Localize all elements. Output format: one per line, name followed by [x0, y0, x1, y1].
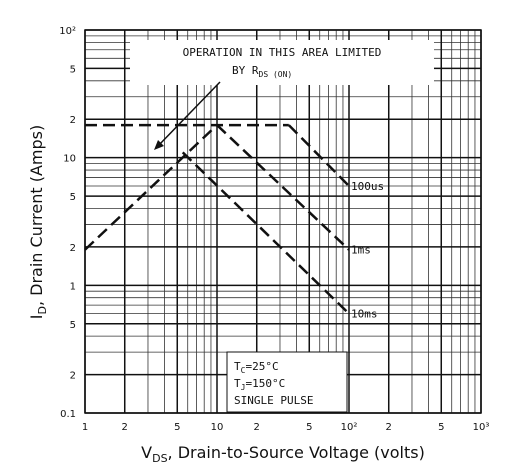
annotation-arrow — [157, 81, 221, 147]
arrow-head — [154, 140, 164, 150]
y-tick-label: 1 — [70, 281, 76, 292]
cond-text: =150°C — [245, 377, 285, 390]
x-tick-label: 10 — [211, 422, 224, 433]
series-label: 100us — [351, 180, 384, 193]
y-tick-label: 10 — [63, 154, 76, 165]
x-axis-label: VDS, Drain-to-Source Voltage (volts) — [141, 443, 425, 465]
x-tick-label: 10³ — [473, 422, 490, 433]
cond-sub: C — [241, 366, 246, 375]
annotation-box — [130, 40, 434, 85]
condition: SINGLE PULSE — [234, 394, 313, 407]
x-tick-label: 1 — [82, 422, 88, 433]
label-text: , Drain-to-Source Voltage (volts) — [168, 443, 425, 462]
series-label: 1ms — [351, 244, 371, 257]
label-text: I — [27, 315, 46, 320]
series-label: 10ms — [351, 308, 378, 321]
x-tick-label: 5 — [174, 422, 180, 433]
conditions-box — [226, 351, 348, 413]
y-tick-label: 2 — [70, 243, 76, 254]
y-tick-label: 10² — [59, 26, 76, 37]
y-tick-label: 0.1 — [60, 409, 76, 420]
cond-text: T — [234, 377, 241, 390]
y-tick-label: 2 — [70, 115, 76, 126]
x-tick-label: 5 — [438, 422, 444, 433]
x-tick-label: 2 — [386, 422, 392, 433]
x-tick-label: 2 — [254, 422, 260, 433]
annotation-sub: DS (ON) — [259, 70, 293, 79]
limit-line — [84, 124, 218, 251]
annotation-line: BY RDS (ON) — [232, 64, 292, 79]
x-tick-label: 10² — [341, 422, 358, 433]
grid — [84, 29, 482, 414]
label-text: , Drain Current (Amps) — [27, 125, 46, 306]
cond-text: T — [234, 360, 241, 373]
y-axis-label: ID, Drain Current (Amps) — [27, 125, 49, 319]
x-tick-label: 5 — [306, 422, 312, 433]
limit-line — [287, 124, 350, 187]
limit-line — [181, 151, 350, 315]
cond-sub: J — [241, 383, 246, 392]
y-tick-label: 5 — [70, 64, 76, 75]
y-tick-label: 5 — [70, 192, 76, 203]
label-sub: D — [36, 306, 49, 314]
y-tick-label: 5 — [70, 320, 76, 331]
y-tick-label: 2 — [70, 371, 76, 382]
condition: TC=25°C — [234, 360, 279, 375]
annotation-line: OPERATION IN THIS AREA LIMITED — [183, 46, 382, 59]
condition: TJ=150°C — [234, 377, 285, 392]
x-tick-label: 2 — [122, 422, 128, 433]
marks — [84, 123, 350, 315]
cond-text: =25°C — [245, 360, 278, 373]
limit-line — [216, 124, 350, 251]
label-sub: DS — [152, 452, 167, 465]
label-text: V — [141, 443, 152, 462]
annotation-text: BY R — [232, 64, 259, 77]
